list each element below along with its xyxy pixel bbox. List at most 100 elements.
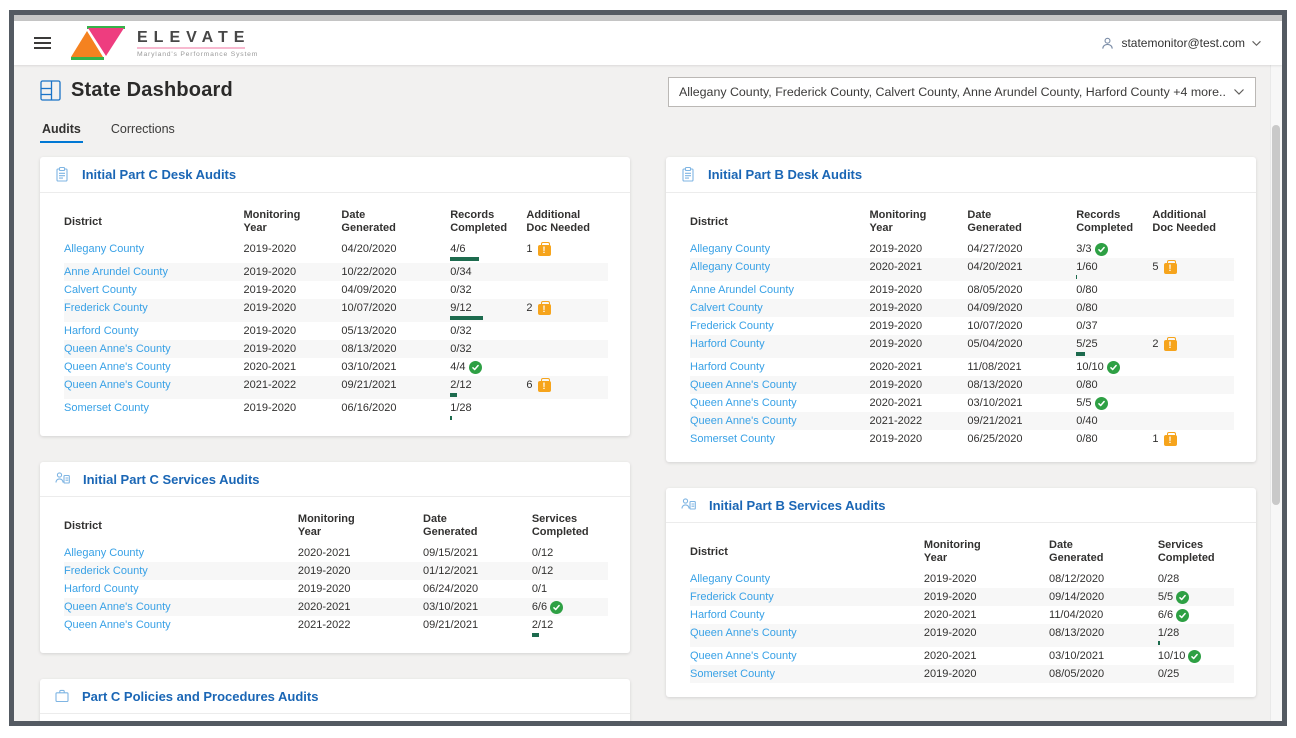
completed-cell: 2/12 (450, 376, 527, 399)
district-link[interactable]: Queen Anne's County (64, 601, 171, 613)
alert-badge-icon: ! (1163, 337, 1177, 351)
panel-body: District Monitoring Year Date Generated Rec… (40, 193, 630, 436)
completed-cell: 0/37 (1076, 317, 1152, 335)
completed-value: 1/28 (1157, 627, 1180, 639)
district-cell: Calvert County (690, 299, 870, 317)
completed-cell: 6/6 (531, 598, 608, 616)
district-filter-select[interactable]: Allegany County, Frederick County, Calve… (668, 77, 1256, 107)
completed-cell: 10/10 (1076, 358, 1152, 376)
completed-value: 6/6 (531, 601, 548, 613)
monitoring-year-cell: 2020-2021 (297, 547, 351, 559)
district-link[interactable]: Frederick County (64, 302, 148, 314)
column-header: Monitoring Year (243, 209, 301, 234)
completed-cell: 0/28 (1158, 570, 1234, 588)
check-icon (550, 600, 564, 614)
district-link[interactable]: Allegany County (690, 261, 771, 273)
district-link[interactable]: Allegany County (64, 243, 145, 255)
scrollbar-thumb[interactable] (1272, 125, 1280, 505)
district-link[interactable]: Queen Anne's County (690, 397, 797, 409)
hamburger-icon[interactable] (32, 30, 53, 56)
monitoring-year-cell: 2021-2022 (297, 619, 351, 631)
check-icon (1188, 649, 1202, 663)
panel-body: District Monitoring Year Date Generated Ser… (40, 497, 630, 653)
chevron-down-icon (1251, 40, 1262, 47)
district-link[interactable]: Harford County (64, 325, 139, 337)
table-row: Harford County 2020-2021 11/08/2021 10/10 (690, 358, 1234, 376)
additional-doc-cell (1152, 317, 1234, 335)
district-link[interactable]: Anne Arundel County (64, 266, 168, 278)
completed-value: 4/6 (450, 243, 466, 255)
monitoring-year-cell: 2019-2020 (869, 376, 968, 394)
clipboard-icon (680, 166, 696, 183)
logo-underline (137, 46, 245, 49)
doc-needed-count: 5 (1152, 261, 1159, 273)
district-link[interactable]: Allegany County (690, 243, 771, 255)
completed-cell: 0/32 (450, 281, 526, 299)
doc-needed-count: 6 (526, 379, 533, 391)
completed-cell: 0/12 (532, 544, 608, 562)
table-row: Queen Anne's County 2020-2021 03/10/2021 6/… (64, 598, 608, 616)
district-link[interactable]: Queen Anne's County (64, 379, 171, 391)
district-link[interactable]: Allegany County (690, 573, 771, 585)
completed-value: 0/80 (1076, 302, 1098, 314)
table-row: Harford County 2019-2020 05/04/2020 5/25 2! (690, 335, 1234, 358)
additional-doc-cell: 2! (526, 299, 608, 322)
date-generated-cell: 04/27/2020 (967, 243, 1023, 255)
progress-bar (450, 257, 480, 261)
district-link[interactable]: Harford County (690, 361, 765, 373)
district-link[interactable]: Queen Anne's County (690, 415, 797, 427)
district-link[interactable]: Queen Anne's County (64, 361, 171, 373)
district-link[interactable]: Frederick County (64, 565, 148, 577)
table-row: Allegany County 2020-2021 04/20/2021 1/60 5! (690, 258, 1234, 281)
district-link[interactable]: Queen Anne's County (690, 650, 797, 662)
doc-needed-count: 2 (526, 302, 533, 314)
additional-doc-cell (1152, 412, 1234, 430)
district-cell: Somerset County (690, 430, 870, 448)
district-cell: Queen Anne's County (690, 624, 924, 647)
additional-doc-cell (526, 399, 608, 422)
monitoring-year-cell: 2019-2020 (869, 335, 968, 358)
district-link[interactable]: Calvert County (64, 284, 137, 296)
district-link[interactable]: Frederick County (690, 320, 774, 332)
district-link[interactable]: Queen Anne's County (690, 379, 797, 391)
monitoring-year-cell: 2020-2021 (243, 361, 297, 373)
table-row: Frederick County 2019-2020 10/07/2020 9/12 2… (64, 299, 608, 322)
user-menu[interactable]: statemonitor@test.com (1100, 36, 1262, 51)
completed-value: 0/80 (1076, 433, 1098, 445)
table-row: Allegany County 2019-2020 04/27/2020 3/3 (690, 240, 1234, 258)
table-row: Queen Anne's County 2021-2022 09/21/2021 2/… (64, 376, 608, 399)
audit-panel: Part B Policies and Procedures Audits Di… (666, 723, 1256, 726)
monitoring-year-cell: 2019-2020 (923, 624, 1050, 647)
district-cell: Harford County (690, 335, 870, 358)
district-link[interactable]: Allegany County (64, 547, 145, 559)
table-row: Harford County 2019-2020 06/24/2020 0/1 (64, 580, 608, 598)
district-link[interactable]: Calvert County (690, 302, 763, 314)
district-link[interactable]: Frederick County (690, 591, 774, 603)
district-link[interactable]: Somerset County (690, 433, 775, 445)
district-link[interactable]: Queen Anne's County (64, 619, 171, 631)
district-link[interactable]: Harford County (690, 338, 765, 350)
district-link[interactable]: Somerset County (690, 668, 775, 680)
district-link[interactable]: Queen Anne's County (64, 343, 171, 355)
completed-cell: 1/60 (1076, 258, 1153, 281)
completed-value: 1/28 (450, 402, 472, 414)
user-email: statemonitor@test.com (1121, 36, 1245, 50)
tab-audits[interactable]: Audits (40, 120, 83, 143)
district-link[interactable]: Anne Arundel County (690, 284, 794, 296)
district-link[interactable]: Harford County (690, 609, 765, 621)
district-link[interactable]: Queen Anne's County (690, 627, 797, 639)
completed-cell: 10/10 (1158, 647, 1234, 665)
tab-corrections[interactable]: Corrections (109, 120, 177, 143)
district-link[interactable]: Harford County (64, 583, 139, 595)
additional-doc-cell (526, 340, 608, 358)
additional-doc-cell (1152, 281, 1234, 299)
district-cell: Somerset County (690, 665, 924, 683)
table-row: Harford County 2020-2021 11/04/2020 6/6 (690, 606, 1234, 624)
district-link[interactable]: Somerset County (64, 402, 149, 414)
panel-header: Initial Part B Services Audits (666, 488, 1256, 523)
vertical-scrollbar[interactable] (1270, 65, 1282, 721)
panel-title: Initial Part C Desk Audits (82, 167, 237, 182)
date-generated-cell: 03/10/2021 (967, 397, 1023, 409)
services-icon (680, 497, 697, 513)
